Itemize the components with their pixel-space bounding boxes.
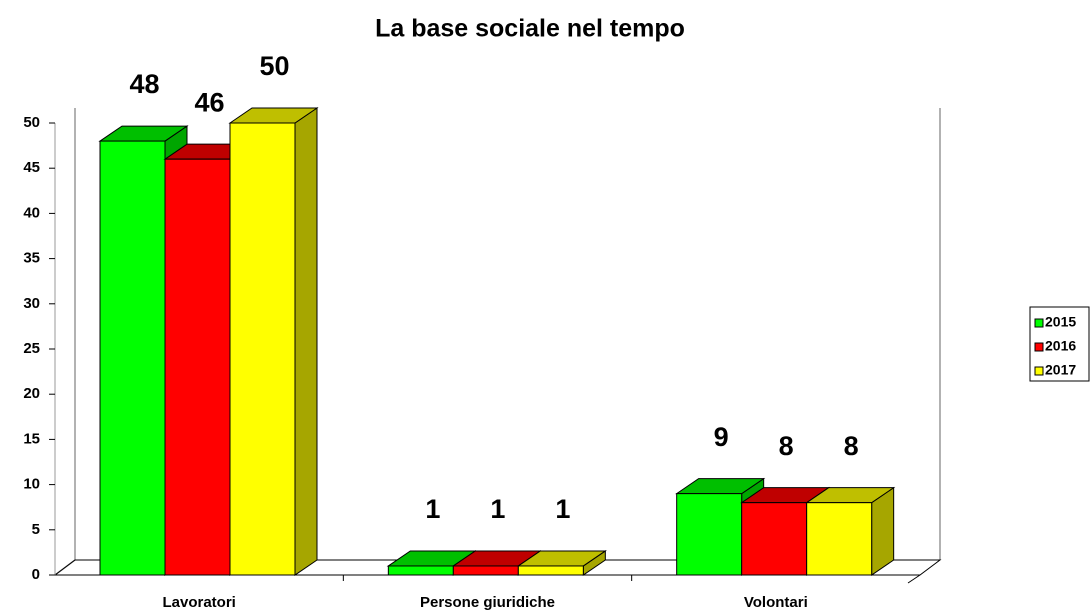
data-label: 9	[714, 422, 729, 452]
y-tick-label: 35	[23, 250, 40, 267]
bar	[517, 565, 584, 576]
y-tick-label: 20	[23, 385, 40, 402]
legend-label: 2015	[1045, 314, 1076, 330]
data-label: 46	[194, 87, 224, 117]
legend-swatch	[1034, 318, 1044, 328]
data-label: 1	[555, 494, 570, 524]
y-tick-label: 25	[23, 340, 40, 357]
data-label: 48	[129, 69, 159, 99]
bar	[387, 565, 454, 576]
y-tick-label: 50	[23, 114, 40, 131]
y-tick-label: 5	[32, 521, 40, 538]
data-label: 8	[844, 431, 859, 461]
data-label: 1	[425, 494, 440, 524]
data-label: 1	[490, 494, 505, 524]
x-tick-label: Persone giuridiche	[420, 594, 555, 611]
y-tick-label: 0	[32, 566, 40, 583]
legend-label: 2017	[1045, 362, 1076, 378]
x-tick-label: Volontari	[744, 594, 808, 611]
y-tick-label: 30	[23, 295, 40, 312]
y-tick-label: 40	[23, 204, 40, 221]
bar	[806, 502, 873, 576]
legend-swatch	[1034, 342, 1044, 352]
bar	[99, 140, 166, 576]
legend-swatch	[1034, 366, 1044, 376]
data-label: 50	[259, 51, 289, 81]
data-label: 8	[779, 431, 794, 461]
bar	[676, 493, 743, 576]
y-tick-label: 10	[23, 476, 40, 493]
legend-label: 2016	[1045, 338, 1076, 354]
bar	[229, 122, 296, 576]
x-tick-label: Lavoratori	[162, 594, 235, 611]
bar-side	[294, 107, 318, 576]
bar	[164, 158, 231, 576]
back-wall	[54, 108, 76, 576]
y-tick-label: 45	[23, 159, 40, 176]
chart-title: La base sociale nel tempo	[375, 15, 685, 43]
x-tick	[907, 574, 921, 584]
bar	[452, 565, 519, 576]
y-tick-label: 15	[23, 430, 40, 447]
bar	[741, 502, 808, 576]
